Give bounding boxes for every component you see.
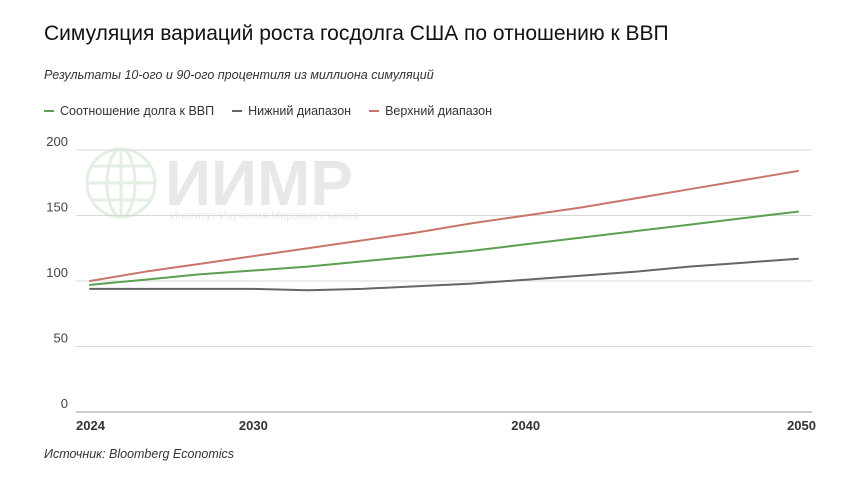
- x-axis: 2024 2030 2040 2050: [76, 418, 816, 433]
- watermark-logo: ИИМР: [165, 147, 353, 219]
- x-tick-label-2030: 2030: [239, 418, 268, 433]
- chart-subtitle: Результаты 10-ого и 90-ого процентиля из…: [44, 68, 434, 82]
- series-line-ratio: [89, 210, 799, 286]
- y-tick-label-0: 0: [61, 396, 68, 411]
- y-axis: 0 50 100 150 200: [46, 134, 68, 411]
- y-tick-label-200: 200: [46, 134, 68, 149]
- x-tick-label-2024: 2024: [76, 418, 106, 433]
- legend-item-upper: Верхний диапазон: [369, 104, 492, 118]
- legend-label-lower: Нижний диапазон: [248, 104, 352, 118]
- series-lines: [89, 170, 799, 292]
- legend-swatch-ratio: [44, 110, 54, 112]
- legend-swatch-lower: [232, 110, 243, 112]
- series-line-lower: [89, 257, 799, 292]
- source-note: Источник: Bloomberg Economics: [44, 447, 235, 461]
- legend-label-upper: Верхний диапазон: [385, 104, 493, 118]
- legend-item-lower: Нижний диапазон: [232, 104, 351, 118]
- watermark: ИИМР Институт Изучения Мировых Рынков: [85, 147, 359, 222]
- legend-label-ratio: Соотношение долга к ВВП: [60, 104, 215, 118]
- y-tick-label-50: 50: [54, 331, 68, 346]
- y-tick-label-100: 100: [46, 265, 68, 280]
- legend-swatch-upper: [369, 110, 380, 112]
- series-line-upper: [89, 170, 799, 282]
- x-tick-label-2040: 2040: [511, 418, 540, 433]
- grid: [76, 149, 812, 413]
- legend-item-ratio: Соотношение долга к ВВП: [44, 104, 214, 118]
- chart-title: Симуляция вариаций роста госдолга США по…: [44, 22, 669, 45]
- chart-legend: Соотношение долга к ВВП Нижний диапазон …: [44, 104, 492, 118]
- globe-icon: [85, 147, 157, 219]
- y-tick-label-150: 150: [46, 200, 68, 215]
- x-tick-label-2050: 2050: [787, 418, 816, 433]
